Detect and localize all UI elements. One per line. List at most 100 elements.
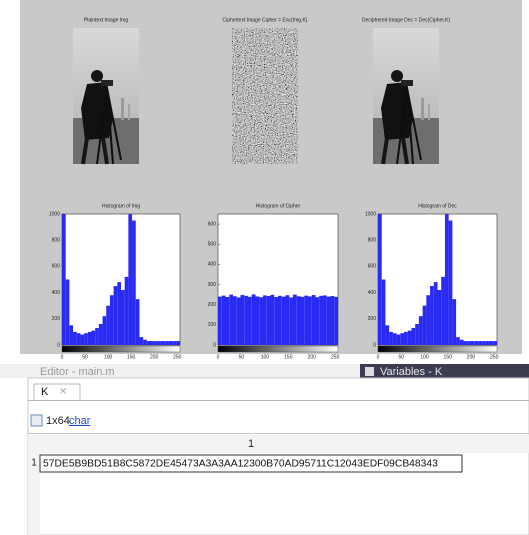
histogram-bar [419,316,423,345]
histogram-bar [323,295,327,345]
y-tick-label: 400 [208,262,217,268]
histogram-bar [165,341,169,345]
histogram-bar [445,214,449,345]
image-title: Plaintext Image Img [84,17,128,23]
histogram-bar [286,295,290,345]
histogram-bar [400,333,404,345]
y-tick-label: 200 [52,316,61,322]
cell-value[interactable]: 57DE5B9BD51B8C5872DE45473A3A3AA12300B70A… [43,459,438,470]
y-tick-label: 600 [208,221,217,227]
y-tick-label: 0 [213,342,216,348]
screenshot: Editor - main.m Variables - K K ✕ 1x64 c… [0,0,529,535]
x-tick-label: 100 [420,354,429,360]
histogram-bar [423,306,427,345]
divider [28,433,529,434]
histogram-bar [493,341,497,345]
histogram-bar [237,297,241,345]
x-tick-label: 100 [104,354,113,360]
histogram-bar [438,290,442,345]
variable-size: 1x64 [46,415,70,427]
x-tick-label: 0 [217,354,220,360]
histogram-bar [117,282,121,345]
histogram-bar [301,297,305,345]
colorbar [378,346,497,352]
histogram-bar [241,295,245,345]
x-tick-label: 200 [308,354,317,360]
close-tab[interactable]: ✕ [59,387,67,398]
histogram-bar [151,341,155,345]
histogram-bar [176,341,180,345]
histogram-bar [434,282,438,345]
histogram-bar [121,290,125,345]
row-header: 1 [31,458,37,469]
histogram-bar [88,332,92,345]
histogram-bar [92,331,96,345]
histogram-bar [114,286,118,345]
histogram-bar [319,296,323,345]
image-title: Deciphered Image Dec = Dec(Cipher,K) [362,17,451,23]
y-tick-label: 0 [57,342,60,348]
histogram-bar [162,341,166,345]
histogram-bar [385,325,389,345]
x-tick-label: 250 [490,354,499,360]
histogram-bar [95,328,99,345]
y-tick-label: 200 [208,302,217,308]
histogram-bar [252,294,256,345]
y-tick-label: 400 [368,290,377,296]
histogram-bar [125,277,129,345]
row-header-bar [28,435,40,535]
histogram-bar [154,341,158,345]
deciphered-image [373,28,439,164]
histogram-bar [327,297,331,345]
colorbar [62,346,180,352]
histogram-bar [128,214,132,345]
histogram-bar [289,297,293,345]
histogram-bar [267,296,271,345]
histogram-bar [293,295,297,345]
x-tick-label: 50 [398,354,404,360]
histogram-bar [173,341,177,345]
x-tick-label: 50 [239,354,245,360]
variables-tab[interactable]: Variables - K [380,366,443,378]
variable-class[interactable]: char [69,415,91,427]
histogram-bar [132,221,136,345]
histogram-bar [110,295,114,345]
image-panels [73,28,439,164]
histogram-bar [158,341,162,345]
x-tick-label: 100 [261,354,270,360]
y-tick-label: 1000 [49,211,60,217]
histogram-bar [408,331,412,345]
histogram-bar [259,297,263,345]
x-tick-label: 150 [284,354,293,360]
x-tick-label: 50 [82,354,88,360]
char-icon [31,415,42,426]
y-tick-label: 100 [208,322,217,328]
cipher-image [232,28,298,164]
histogram-bar [229,295,233,345]
histogram-bar [274,297,278,345]
x-tick-label: 250 [173,354,182,360]
histogram-bar [139,337,143,345]
histogram-bar [411,328,415,345]
histogram-bar [143,340,147,345]
histogram-bar [106,306,110,345]
y-tick-label: 1000 [365,211,376,217]
variable-tab[interactable]: K [41,386,49,398]
y-tick-label: 300 [208,282,217,288]
histogram-bar [316,297,320,345]
editor-tab[interactable]: Editor - main.m [40,366,115,378]
histogram-title: Histogram of Cipher [256,203,301,209]
histogram-bar [471,341,475,345]
histogram-bar [430,286,434,345]
histogram-bar [312,295,316,345]
histogram-bar [218,297,222,345]
histogram-bar [304,296,308,345]
colorbar [218,346,338,352]
histogram-bar [282,297,286,345]
histogram-bar [490,341,494,345]
histogram-bar [426,295,430,345]
variables-icon [365,367,374,376]
histogram-bar [467,341,471,345]
column-header: 1 [248,438,254,450]
histogram-bar [233,296,237,345]
